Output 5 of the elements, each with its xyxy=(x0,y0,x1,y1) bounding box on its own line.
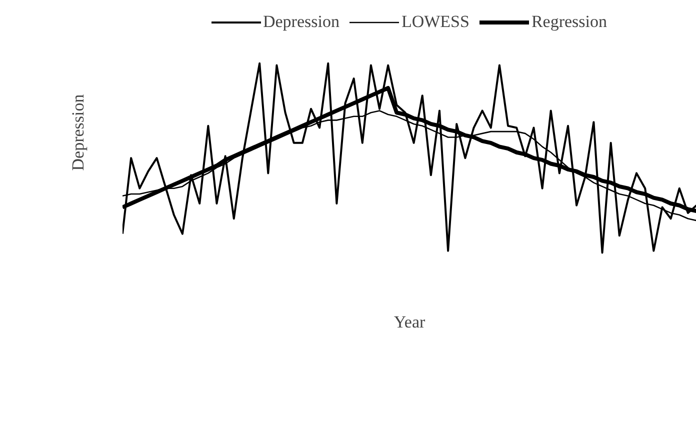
legend-label: Depression xyxy=(262,12,340,32)
legend-label: LOWESS xyxy=(401,12,470,32)
y-axis-title: Depression xyxy=(68,94,88,171)
x-axis-title: Year xyxy=(394,312,426,332)
legend-label: Regression xyxy=(531,12,608,32)
